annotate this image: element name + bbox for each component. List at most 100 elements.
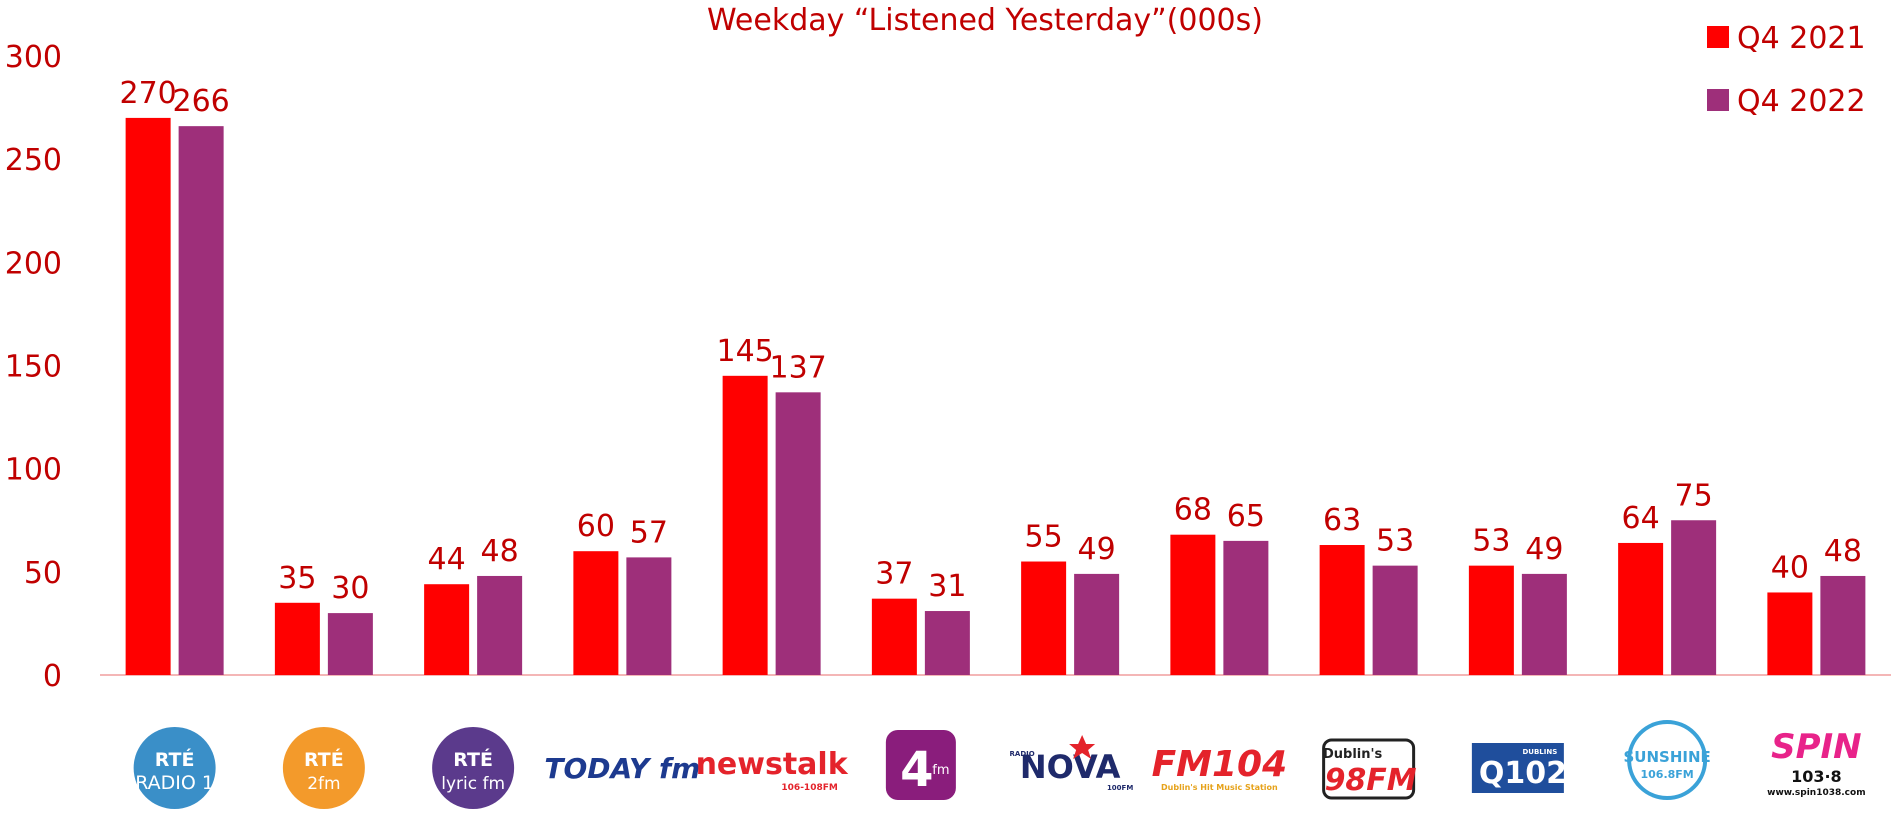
svg-text:NOVA: NOVA: [1020, 748, 1121, 786]
svg-text:2fm: 2fm: [307, 774, 340, 794]
legend-label: Q4 2022: [1737, 84, 1866, 119]
y-axis: 0 50 100 150 200 250 300: [5, 40, 62, 694]
bar: [178, 126, 224, 676]
svg-text:RTÉ: RTÉ: [304, 748, 344, 771]
data-label: 30: [331, 571, 369, 606]
y-tick-label: 150: [5, 350, 62, 385]
bar: [573, 551, 619, 675]
svg-text:RADIO 1: RADIO 1: [135, 772, 214, 794]
data-label: 53: [1376, 524, 1414, 559]
data-label: 40: [1771, 550, 1809, 585]
svg-text:RTÉ: RTÉ: [453, 748, 493, 771]
data-label: 57: [630, 515, 668, 550]
bars: [125, 117, 1866, 676]
svg-text:100FM: 100FM: [1107, 784, 1133, 792]
svg-text:RADIO: RADIO: [1010, 750, 1035, 758]
svg-text:FM104: FM104: [1152, 744, 1288, 785]
y-tick-label: 200: [5, 246, 62, 281]
svg-text:106-108FM: 106-108FM: [781, 783, 837, 793]
data-label: 270: [119, 76, 176, 111]
y-tick-label: 250: [5, 143, 62, 178]
svg-text:newstalk: newstalk: [696, 747, 849, 782]
svg-text:lyric fm: lyric fm: [441, 774, 505, 794]
bar: [722, 375, 768, 675]
bar: [924, 611, 970, 675]
svg-text:98FM: 98FM: [1325, 763, 1417, 798]
data-label: 48: [481, 534, 519, 569]
sunshine-logo-icon: SUNSHINE 106.8FM: [1623, 720, 1711, 800]
data-label: 65: [1227, 499, 1265, 534]
data-label: 53: [1472, 524, 1510, 559]
bar: [1468, 565, 1514, 675]
svg-text:SUNSHINE: SUNSHINE: [1623, 748, 1710, 766]
data-label: 75: [1675, 478, 1713, 513]
bar: [1671, 520, 1717, 675]
data-label: 60: [577, 509, 615, 544]
svg-text:SPIN: SPIN: [1771, 727, 1862, 767]
legend-label: Q4 2021: [1737, 21, 1866, 56]
today-fm-logo-icon: TODAY fm: [544, 752, 700, 785]
svg-text:Dublin's Hit Music Station: Dublin's Hit Music Station: [1161, 783, 1278, 792]
data-label: 266: [172, 84, 229, 119]
bar: [1820, 575, 1866, 675]
bar: [125, 117, 171, 675]
data-label: 49: [1525, 532, 1563, 567]
svg-text:Dublin's: Dublin's: [1323, 747, 1382, 762]
bar: [1021, 561, 1067, 675]
bar: [477, 575, 523, 675]
bar: [424, 584, 470, 675]
legend-swatch: [1707, 89, 1729, 111]
data-label: 64: [1622, 501, 1660, 536]
svg-text:RTÉ: RTÉ: [155, 748, 195, 771]
y-tick-label: 300: [5, 40, 62, 75]
data-label: 48: [1824, 534, 1862, 569]
data-label: 137: [769, 350, 826, 385]
rte-2fm-logo-icon: RTÉ 2fm: [282, 727, 365, 809]
svg-text:DUBLINS: DUBLINS: [1522, 748, 1557, 756]
bar: [626, 557, 672, 675]
svg-text:4: 4: [900, 742, 933, 798]
bar: [775, 392, 821, 675]
bar: [327, 613, 373, 675]
y-tick-label: 50: [24, 556, 62, 591]
bar: [1521, 573, 1567, 675]
chart-title: Weekday “Listened Yesterday”(000s): [707, 3, 1263, 38]
data-label: 44: [428, 542, 466, 577]
data-label: 55: [1025, 520, 1063, 555]
bar: [1767, 592, 1813, 675]
svg-text:Q102: Q102: [1479, 756, 1567, 791]
bar: [1223, 540, 1269, 675]
svg-text:fm: fm: [932, 763, 949, 778]
bar: [1319, 545, 1365, 675]
y-tick-label: 100: [5, 453, 62, 488]
4fm-logo-icon: 4fm: [885, 730, 956, 800]
svg-text:www.spin1038.com: www.spin1038.com: [1767, 788, 1865, 798]
data-label: 37: [875, 557, 913, 592]
legend-swatch: [1707, 26, 1729, 48]
bar: [274, 602, 320, 675]
data-label: 68: [1174, 493, 1212, 528]
bar: [871, 598, 917, 675]
svg-text:TODAY fm: TODAY fm: [544, 752, 700, 785]
svg-text:103·8: 103·8: [1791, 767, 1842, 786]
bar: [1170, 534, 1216, 675]
y-tick-label: 0: [43, 659, 62, 694]
bar: [1618, 542, 1664, 675]
rte-lyric-fm-logo-icon: RTÉ lyric fm: [432, 727, 515, 809]
legend: Q4 2021 Q4 2022: [1707, 21, 1866, 119]
data-label: 49: [1078, 532, 1116, 567]
data-label: 31: [928, 569, 966, 604]
bar: [1372, 565, 1418, 675]
svg-text:106.8FM: 106.8FM: [1640, 768, 1693, 781]
data-label: 145: [716, 334, 773, 369]
data-label: 63: [1323, 503, 1361, 538]
